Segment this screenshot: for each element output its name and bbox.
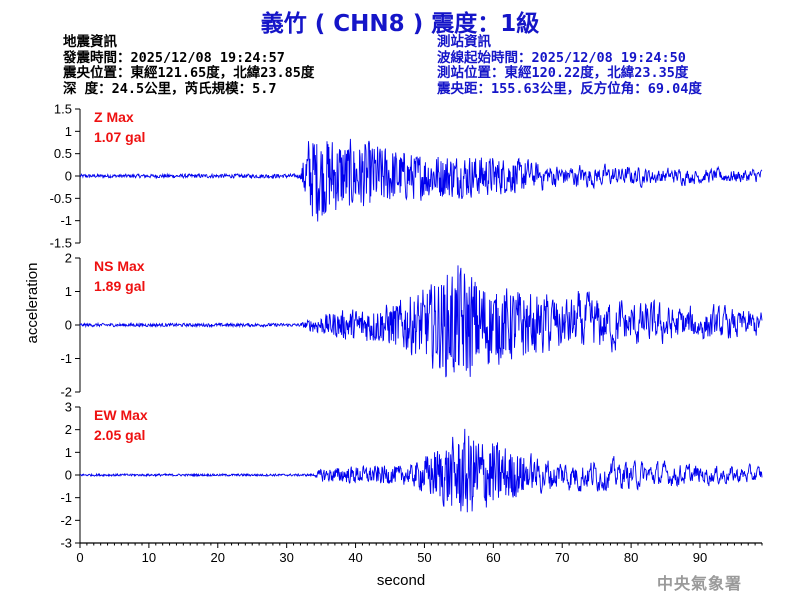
earthquake-info: 地震資訊 發震時間：2025/12/08 19:24:57 震央位置：東經121… bbox=[63, 34, 315, 97]
origin-time: 發震時間：2025/12/08 19:24:57 bbox=[63, 49, 285, 66]
page-title: 義竹 ( CHN8 ) 震度：1級 bbox=[260, 11, 540, 37]
y-tick-label-z: -1.5 bbox=[50, 236, 72, 251]
y-tick-label-ns: 1 bbox=[65, 284, 72, 299]
y-tick-label-ew: 1 bbox=[65, 445, 72, 460]
y-tick-label-ew: -3 bbox=[60, 536, 72, 551]
x-tick-label: 20 bbox=[211, 550, 225, 565]
max-title-ew: EW Max bbox=[94, 407, 148, 423]
max-value-ns: 1.89 gal bbox=[94, 278, 145, 294]
waveform-start-time: 波線起始時間：2025/12/08 19:24:50 bbox=[437, 49, 686, 66]
y-tick-label-z: -1 bbox=[60, 213, 72, 228]
y-tick-label-ew: 0 bbox=[65, 468, 72, 483]
x-axis-label: second bbox=[377, 572, 425, 589]
epicenter-location: 震央位置：東經121.65度，北緯23.85度 bbox=[63, 65, 315, 81]
y-tick-label-z: 1 bbox=[65, 124, 72, 139]
x-tick-label: 30 bbox=[279, 550, 293, 565]
waveform-trace-z bbox=[79, 138, 763, 222]
y-tick-label-ns: 0 bbox=[65, 318, 72, 333]
y-tick-label-ew: 3 bbox=[65, 400, 72, 415]
station-location: 測站位置：東經120.22度，北緯23.35度 bbox=[437, 65, 689, 81]
x-tick-label: 50 bbox=[417, 550, 431, 565]
y-tick-label-ns: -1 bbox=[60, 351, 72, 366]
y-tick-label-z: -0.5 bbox=[50, 191, 72, 206]
waveform-trace-ns bbox=[79, 265, 763, 378]
epicentral-distance: 震央距：155.63公里，反方位角：69.04度 bbox=[437, 80, 702, 97]
depth-magnitude: 深 度：24.5公里，芮氏規模：5.7 bbox=[63, 80, 277, 97]
max-title-z: Z Max bbox=[94, 109, 134, 125]
x-tick-label: 10 bbox=[142, 550, 156, 565]
x-tick-label: 80 bbox=[624, 550, 638, 565]
y-tick-label-ns: 2 bbox=[65, 251, 72, 266]
waveform-trace-ew bbox=[79, 428, 763, 513]
x-tick-label: 60 bbox=[486, 550, 500, 565]
max-value-ew: 2.05 gal bbox=[94, 427, 145, 443]
station-info-heading: 測站資訊 bbox=[437, 34, 491, 50]
y-axis-label: acceleration bbox=[24, 263, 41, 344]
x-tick-label: 40 bbox=[348, 550, 362, 565]
earthquake-info-heading: 地震資訊 bbox=[63, 34, 117, 50]
y-tick-label-z: 0.5 bbox=[54, 146, 72, 161]
x-tick-label: 70 bbox=[555, 550, 569, 565]
y-tick-label-z: 0 bbox=[65, 169, 72, 184]
y-tick-label-ew: 2 bbox=[65, 422, 72, 437]
max-value-z: 1.07 gal bbox=[94, 129, 145, 145]
agency-watermark: 中央氣象署 bbox=[657, 574, 743, 593]
y-tick-label-ew: -2 bbox=[60, 513, 72, 528]
max-title-ns: NS Max bbox=[94, 258, 145, 274]
station-info: 測站資訊 波線起始時間：2025/12/08 19:24:50 測站位置：東經1… bbox=[437, 34, 702, 97]
x-tick-label: 90 bbox=[693, 550, 707, 565]
y-tick-label-ns: -2 bbox=[60, 385, 72, 400]
y-tick-label-z: 1.5 bbox=[54, 102, 72, 117]
y-tick-label-ew: -1 bbox=[60, 490, 72, 505]
x-tick-label: 0 bbox=[76, 550, 83, 565]
